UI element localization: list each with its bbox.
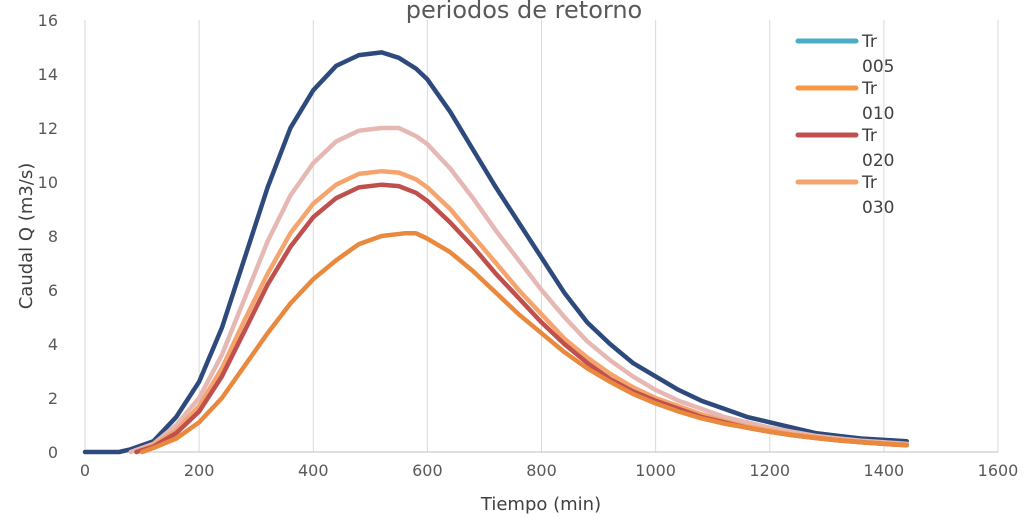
chart-title: periodos de retorno <box>406 0 642 24</box>
x-tick-label: 400 <box>298 461 329 480</box>
legend-label: Tr <box>861 126 877 146</box>
x-tick-labels: 0 200 400 600 800 1000 1200 1400 1600 <box>80 461 1018 480</box>
x-tick-label: 1200 <box>749 461 790 480</box>
series-line-5 <box>139 231 909 455</box>
y-tick-label: 16 <box>38 11 58 30</box>
series-group <box>82 50 909 455</box>
legend-label: 020 <box>862 151 894 171</box>
legend-label: 005 <box>862 57 894 77</box>
legend-label: 010 <box>862 104 894 124</box>
x-tick-label: 1400 <box>864 461 905 480</box>
x-tick-label: 600 <box>412 461 443 480</box>
legend-label: Tr <box>861 173 877 193</box>
y-tick-label: 4 <box>48 335 58 354</box>
x-tick-label: 1600 <box>978 461 1019 480</box>
y-tick-label: 8 <box>48 227 58 246</box>
series-line-1 <box>82 50 909 455</box>
legend-label: Tr <box>861 79 877 99</box>
y-axis-title: Caudal Q (m3/s) <box>16 163 37 310</box>
y-tick-label: 6 <box>48 281 58 300</box>
y-tick-label: 0 <box>48 443 58 462</box>
y-tick-label: 2 <box>48 389 58 408</box>
legend-label: Tr <box>861 32 877 52</box>
x-axis-title: Tiempo (min) <box>480 494 601 515</box>
x-tick-label: 0 <box>80 461 90 480</box>
series-line-2 <box>128 125 909 455</box>
y-tick-label: 12 <box>38 119 58 138</box>
x-tick-label: 800 <box>526 461 557 480</box>
y-tick-label: 10 <box>38 173 58 192</box>
legend-label: 030 <box>862 198 894 218</box>
x-tick-label: 200 <box>184 461 215 480</box>
y-tick-label: 14 <box>38 65 58 84</box>
y-tick-labels: 0 2 4 6 8 10 12 14 16 <box>38 11 58 462</box>
x-tick-label: 1000 <box>635 461 676 480</box>
